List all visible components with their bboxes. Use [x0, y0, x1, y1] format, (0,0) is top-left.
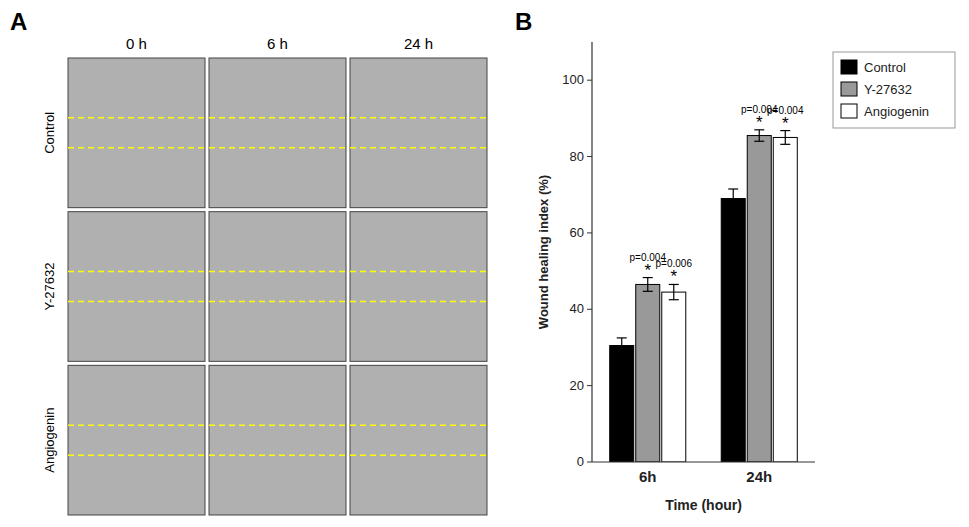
legend: Control Y-27632 Angiogenin [833, 52, 955, 128]
error-cap [643, 291, 653, 292]
legend-label: Angiogenin [864, 104, 929, 119]
tick-mark [587, 156, 592, 157]
error-cap [617, 353, 627, 354]
error-cap [728, 207, 738, 208]
bar [773, 137, 797, 462]
bar [662, 292, 686, 462]
tick-label: 40 [570, 301, 584, 316]
wound-boundary [209, 424, 346, 426]
legend-swatch [841, 60, 857, 74]
error-cap [754, 141, 764, 142]
tick-mark [587, 80, 592, 81]
wound-boundary [68, 454, 205, 456]
annotation: * [644, 261, 651, 280]
row-label: Y-27632 [42, 263, 57, 311]
panel-label: B [515, 8, 532, 35]
error-stem [673, 284, 674, 299]
bar [721, 199, 745, 462]
bar [636, 284, 660, 462]
panel-b: B0204060801006h24h*p=0.004*p=0.006*p=0.0… [515, 8, 955, 513]
tick-label: 0 [577, 454, 584, 469]
wound-boundary [209, 301, 346, 303]
error-bar [728, 189, 738, 208]
image-cell [68, 58, 205, 208]
row-label: Control [42, 112, 57, 154]
axis-label: Time (hour) [665, 497, 742, 513]
legend-swatch [841, 82, 857, 96]
wound-boundary [350, 147, 487, 149]
legend-box [833, 52, 955, 128]
error-bar [669, 284, 679, 299]
error-stem [785, 131, 786, 145]
error-cap [617, 337, 627, 338]
annotation: * [756, 113, 763, 132]
plot-area [610, 130, 798, 462]
image-cell [350, 212, 487, 362]
wound-boundary [350, 424, 487, 426]
annotation: * [670, 267, 677, 286]
tick-mark [587, 309, 592, 310]
annotation: p=0.004 [767, 105, 804, 116]
wound-boundary [68, 147, 205, 149]
wound-boundary [209, 271, 346, 273]
image-cell [350, 365, 487, 515]
legend-label: Y-27632 [864, 82, 912, 97]
image-cell [68, 212, 205, 362]
annotation: * [782, 114, 789, 133]
error-stem [647, 278, 648, 292]
error-bar [780, 131, 790, 145]
legend-label: Control [864, 60, 906, 75]
image-cell [209, 58, 346, 208]
tick-label: 100 [562, 72, 584, 87]
image-cell [68, 365, 205, 515]
tick-label: 60 [570, 225, 584, 240]
error-stem [621, 338, 622, 353]
tick-label: 20 [570, 378, 584, 393]
wound-boundary [209, 454, 346, 456]
error-bar [617, 338, 627, 353]
column-label: 6 h [267, 35, 288, 52]
wound-boundary [350, 301, 487, 303]
wound-boundary [68, 271, 205, 273]
wound-boundary [68, 117, 205, 119]
tick-mark [587, 385, 592, 386]
error-stem [733, 189, 734, 208]
tick-mark [587, 232, 592, 233]
error-cap [780, 144, 790, 145]
annotation: p=0.006 [656, 258, 693, 269]
wound-boundary [350, 117, 487, 119]
wound-boundary [68, 301, 205, 303]
bar [610, 346, 634, 462]
tick-mark [587, 462, 592, 463]
y-axis [591, 42, 592, 462]
error-cap [728, 188, 738, 189]
wound-boundary [209, 147, 346, 149]
legend-swatch [841, 104, 857, 118]
tick-label: 24h [746, 468, 772, 485]
image-cell [209, 365, 346, 515]
image-cell [209, 212, 346, 362]
row-label: Angiogenin [42, 408, 57, 473]
panel-label: A [10, 8, 27, 35]
wound-boundary [350, 454, 487, 456]
wound-boundary [68, 424, 205, 426]
panel-a: A 0 h 6 h 24 h Control Y-27632 Angiogenin [10, 8, 487, 515]
tick-label: 80 [570, 149, 584, 164]
column-label: 0 h [126, 35, 147, 52]
x-axis [592, 461, 815, 462]
wound-boundary [350, 271, 487, 273]
axis-label: Wound healing index (%) [536, 175, 551, 329]
image-cell [350, 58, 487, 208]
wound-boundary [209, 117, 346, 119]
error-cap [669, 299, 679, 300]
error-bar [643, 278, 653, 292]
bar [747, 136, 771, 462]
tick-label: 6h [639, 468, 657, 485]
column-label: 24 h [404, 35, 433, 52]
